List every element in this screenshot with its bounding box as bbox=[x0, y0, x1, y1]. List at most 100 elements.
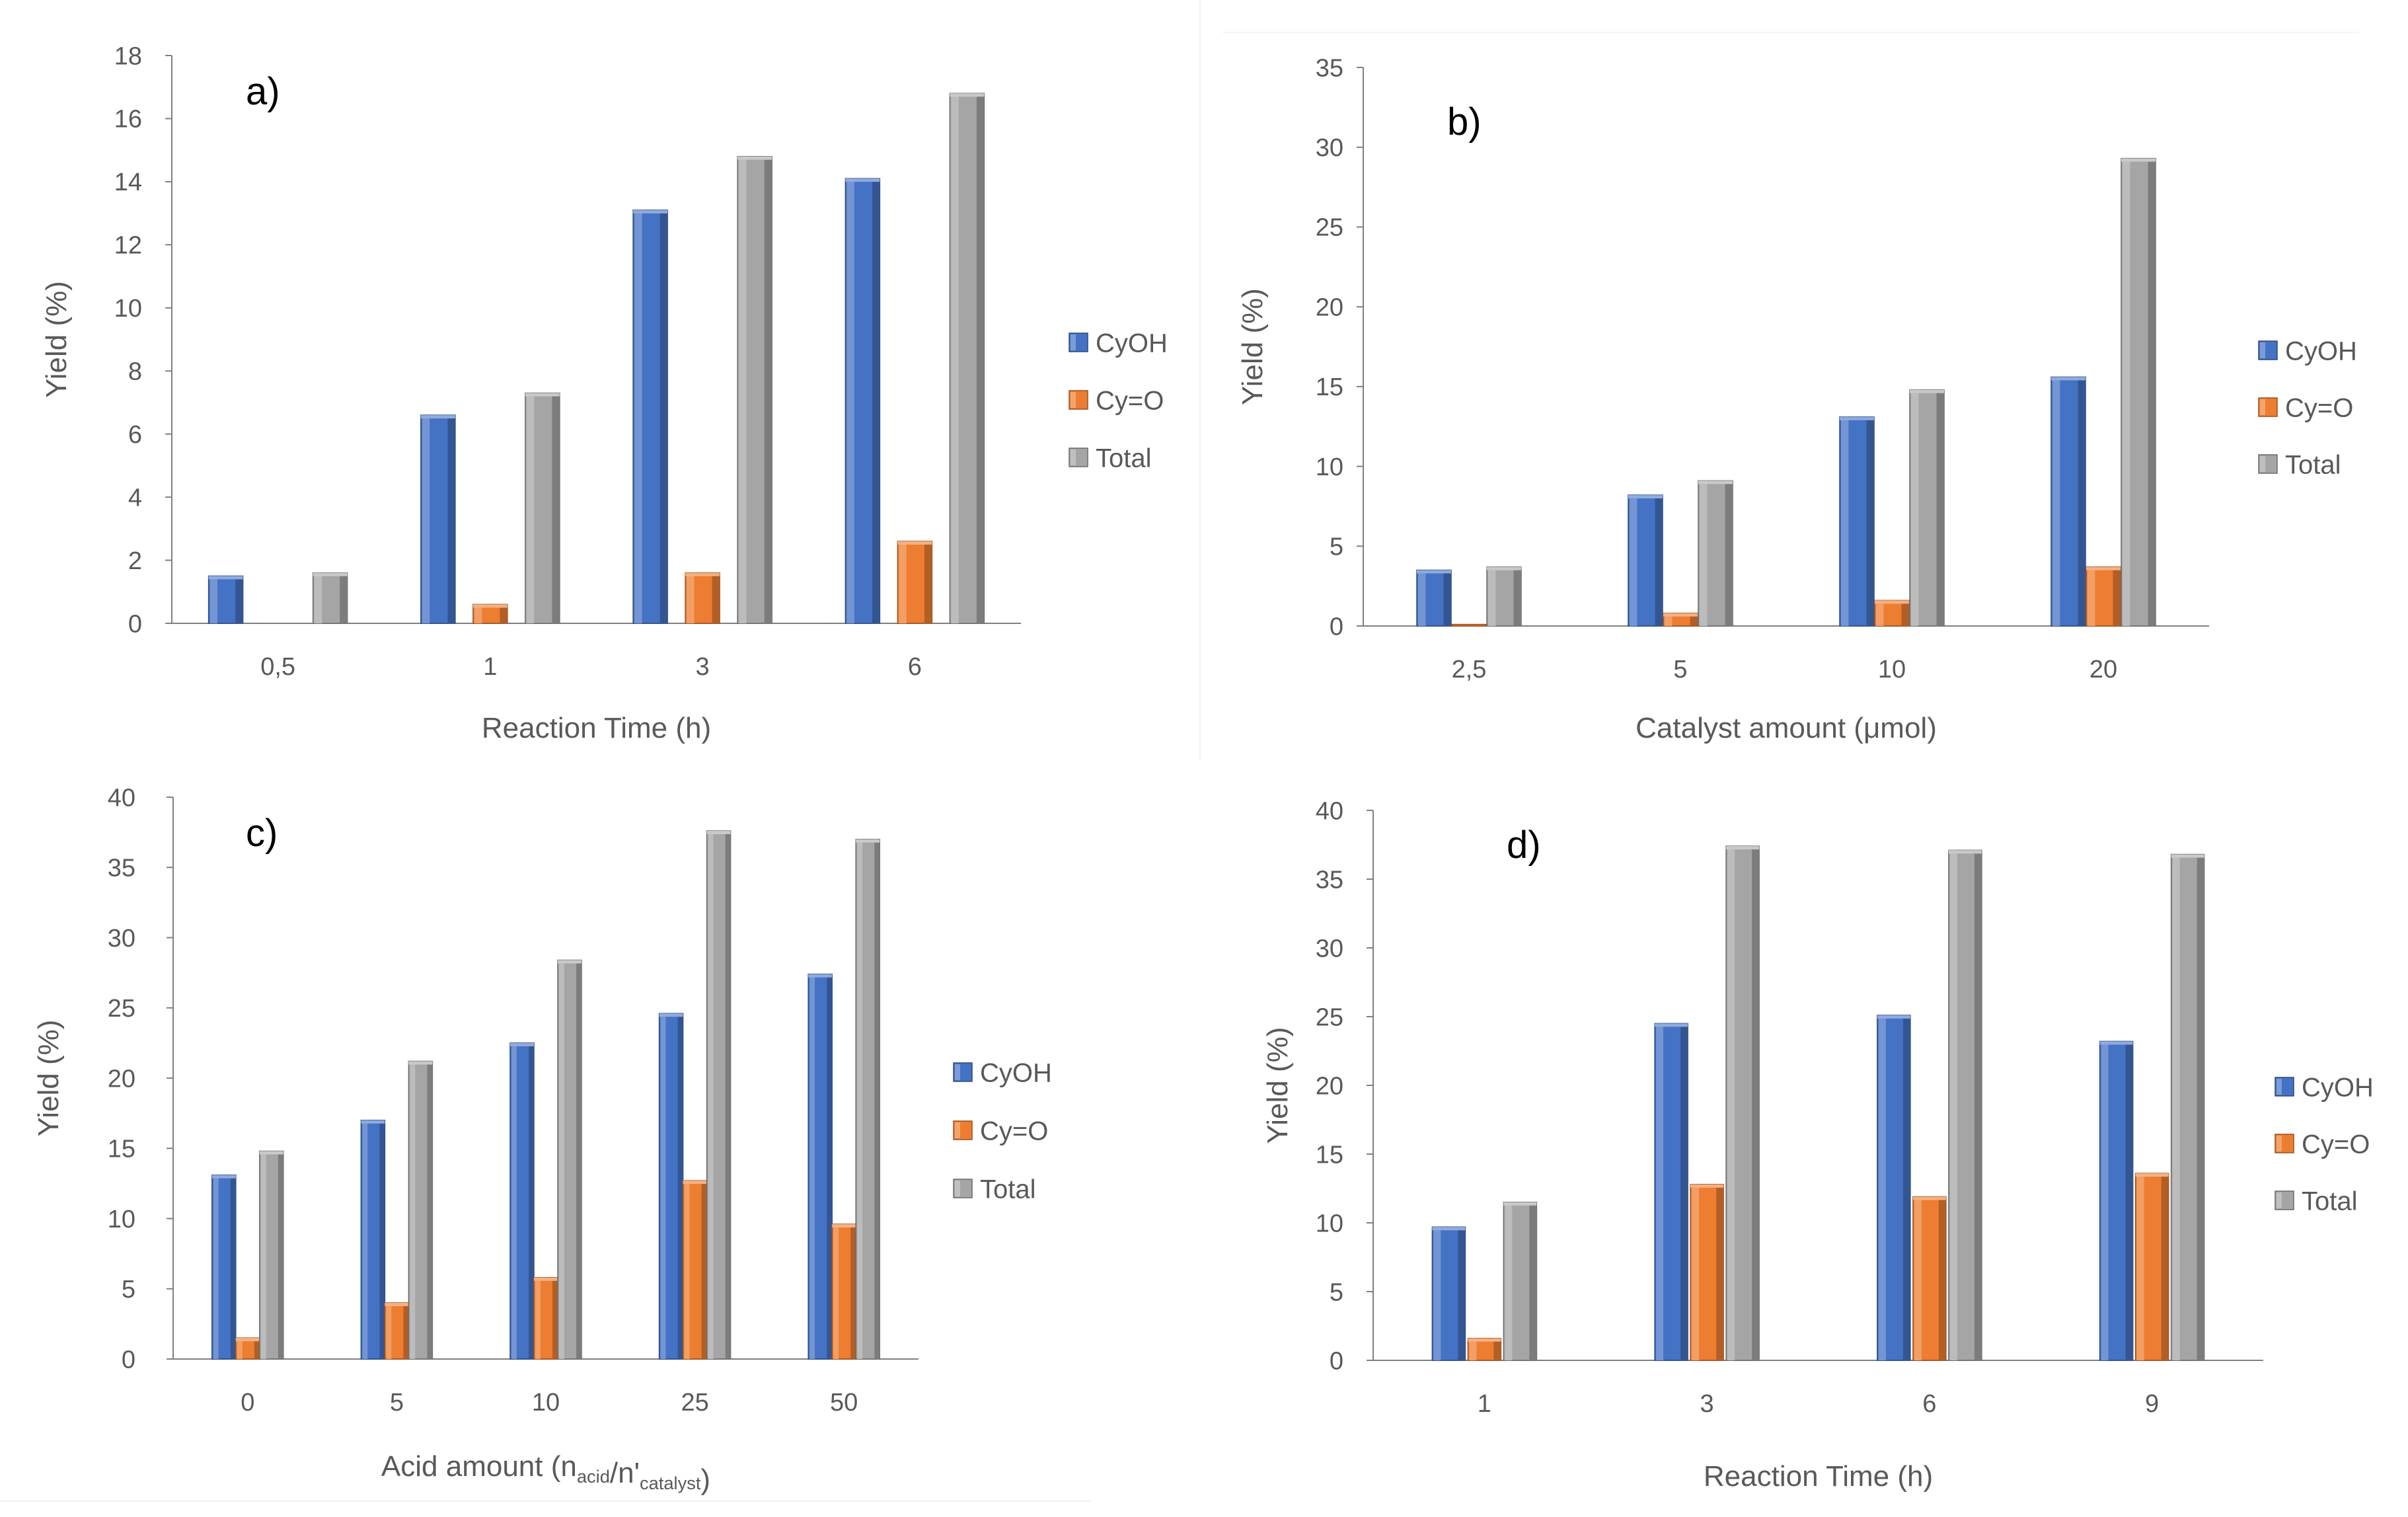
legend-item-total: Total bbox=[2275, 1186, 2358, 1216]
bar-shadow bbox=[254, 1338, 260, 1359]
bar-highlight bbox=[2136, 1173, 2144, 1360]
legend-item-cyo: Cy=O bbox=[2275, 1130, 2370, 1159]
bar-cap bbox=[1948, 850, 1982, 854]
bar-shadow bbox=[872, 178, 880, 623]
panel-label: b) bbox=[1447, 100, 1482, 143]
bar-shadow bbox=[1655, 495, 1663, 626]
bar-shadow bbox=[230, 1175, 236, 1359]
bar-total-1 bbox=[1503, 1202, 1538, 1361]
bar-cyoh-25 bbox=[1416, 569, 1452, 627]
bar-cap bbox=[683, 1181, 707, 1185]
bar-cyo-5 bbox=[1663, 612, 1698, 627]
bar-total-0 bbox=[259, 1150, 284, 1360]
bar-shadow bbox=[1901, 600, 1909, 626]
bar-cyo-6 bbox=[1912, 1196, 1947, 1361]
bar-cyoh-5 bbox=[1628, 494, 1663, 627]
bar-highlight bbox=[809, 974, 815, 1359]
x-axis-label-subscript: catalyst bbox=[640, 1473, 701, 1493]
y-tick-label: 30 bbox=[1316, 134, 1343, 162]
bar-shadow bbox=[976, 93, 985, 623]
y-tick-label: 10 bbox=[108, 1206, 135, 1233]
bar-highlight bbox=[1700, 481, 1708, 626]
y-tick-label: 25 bbox=[1316, 214, 1343, 242]
x-axis-label-part: /n' bbox=[610, 1457, 640, 1489]
bar-shadow bbox=[447, 415, 455, 623]
bar-cap bbox=[420, 415, 455, 419]
y-tick-label: 12 bbox=[114, 232, 142, 260]
bar-highlight bbox=[1433, 1227, 1441, 1360]
legend-label: Cy=O bbox=[980, 1116, 1048, 1146]
bar-highlight bbox=[535, 1277, 541, 1359]
bar-shadow bbox=[379, 1120, 385, 1359]
bar-highlight bbox=[2101, 1041, 2109, 1360]
x-tick-label: 0,5 bbox=[260, 653, 295, 681]
bar-highlight bbox=[1878, 1015, 1886, 1360]
bar-cyo-20 bbox=[2086, 566, 2121, 627]
bar-cap bbox=[2099, 1041, 2133, 1045]
bar-highlight bbox=[422, 415, 430, 623]
bar-cyoh-05 bbox=[207, 575, 244, 624]
legend-item-total: Total bbox=[1069, 444, 1152, 473]
x-axis-label: Reaction Time (h) bbox=[482, 712, 711, 744]
bar-cyoh-6 bbox=[1877, 1015, 1911, 1361]
bar-highlight bbox=[687, 572, 695, 623]
bar-highlight bbox=[237, 1338, 243, 1359]
bar-highlight bbox=[314, 572, 322, 623]
y-tick-label: 5 bbox=[1330, 533, 1343, 561]
bar-cyo-0 bbox=[235, 1337, 260, 1360]
bar-highlight bbox=[1949, 850, 1957, 1360]
legend-label: Total bbox=[2302, 1186, 2358, 1216]
bar-body bbox=[1451, 623, 1487, 627]
bar-shadow bbox=[2148, 158, 2156, 627]
bar-shadow bbox=[1458, 1227, 1466, 1360]
bar-cyo-1 bbox=[1467, 1337, 1502, 1361]
legend-swatch-highlight bbox=[2260, 399, 2265, 415]
bar-highlight bbox=[474, 604, 482, 623]
bar-highlight bbox=[526, 393, 535, 623]
bar-cap bbox=[525, 393, 560, 397]
bar-shadow bbox=[2197, 854, 2204, 1360]
bar-total-6 bbox=[1948, 849, 1982, 1361]
bar-shadow bbox=[659, 210, 668, 624]
legend-item-total: Total bbox=[2258, 450, 2341, 479]
legend-label: Total bbox=[1096, 444, 1152, 473]
chart-panel-b: 0 5 10 15 20 25 30 35 2,5 5 10 20 Yield (%) Catalyst … bbox=[1236, 54, 2357, 744]
bar-cyoh-10 bbox=[509, 1042, 535, 1360]
bar-highlight bbox=[1727, 846, 1735, 1360]
y-tick-label: 0 bbox=[128, 610, 142, 638]
y-tick-label: 20 bbox=[1316, 293, 1343, 321]
bar-shadow bbox=[1752, 846, 1760, 1360]
legend-label: Cy=O bbox=[2285, 393, 2353, 422]
bar-cap bbox=[633, 210, 668, 214]
y-tick-label: 40 bbox=[108, 784, 135, 812]
y-tick-label: 16 bbox=[114, 106, 142, 134]
bar-shadow bbox=[403, 1303, 409, 1359]
bar-cap bbox=[1698, 481, 1733, 485]
bar-cap bbox=[832, 1224, 856, 1227]
bar-cap bbox=[2135, 1173, 2169, 1177]
bar-cyo-1 bbox=[472, 603, 508, 624]
y-tick-label: 10 bbox=[114, 295, 142, 323]
bar-cyo-10 bbox=[1874, 600, 1910, 627]
bar-highlight bbox=[1469, 1338, 1477, 1360]
bar-highlight bbox=[1505, 1202, 1513, 1360]
bar-highlight bbox=[847, 178, 854, 623]
bar-cyo-9 bbox=[2134, 1173, 2169, 1361]
legend-swatch-highlight bbox=[1071, 449, 1076, 465]
legend-item-cyo: Cy=O bbox=[2258, 393, 2353, 422]
bar-cap bbox=[1487, 566, 1521, 570]
y-tick-label: 15 bbox=[108, 1136, 135, 1163]
bar-highlight bbox=[1841, 416, 1849, 626]
bar-shadow bbox=[1493, 1338, 1501, 1360]
y-tick-label: 25 bbox=[1316, 1003, 1343, 1031]
bar-cap bbox=[1628, 495, 1663, 499]
legend-swatch-highlight bbox=[955, 1122, 960, 1138]
legend-label: CyOH bbox=[1096, 329, 1168, 358]
y-tick-label: 5 bbox=[1330, 1278, 1343, 1306]
x-tick-label: 0 bbox=[241, 1389, 254, 1417]
bar-shadow bbox=[2125, 1041, 2133, 1360]
y-tick-label: 15 bbox=[1316, 373, 1343, 401]
bar-cap bbox=[845, 178, 880, 182]
bar-shadow bbox=[701, 1181, 707, 1359]
